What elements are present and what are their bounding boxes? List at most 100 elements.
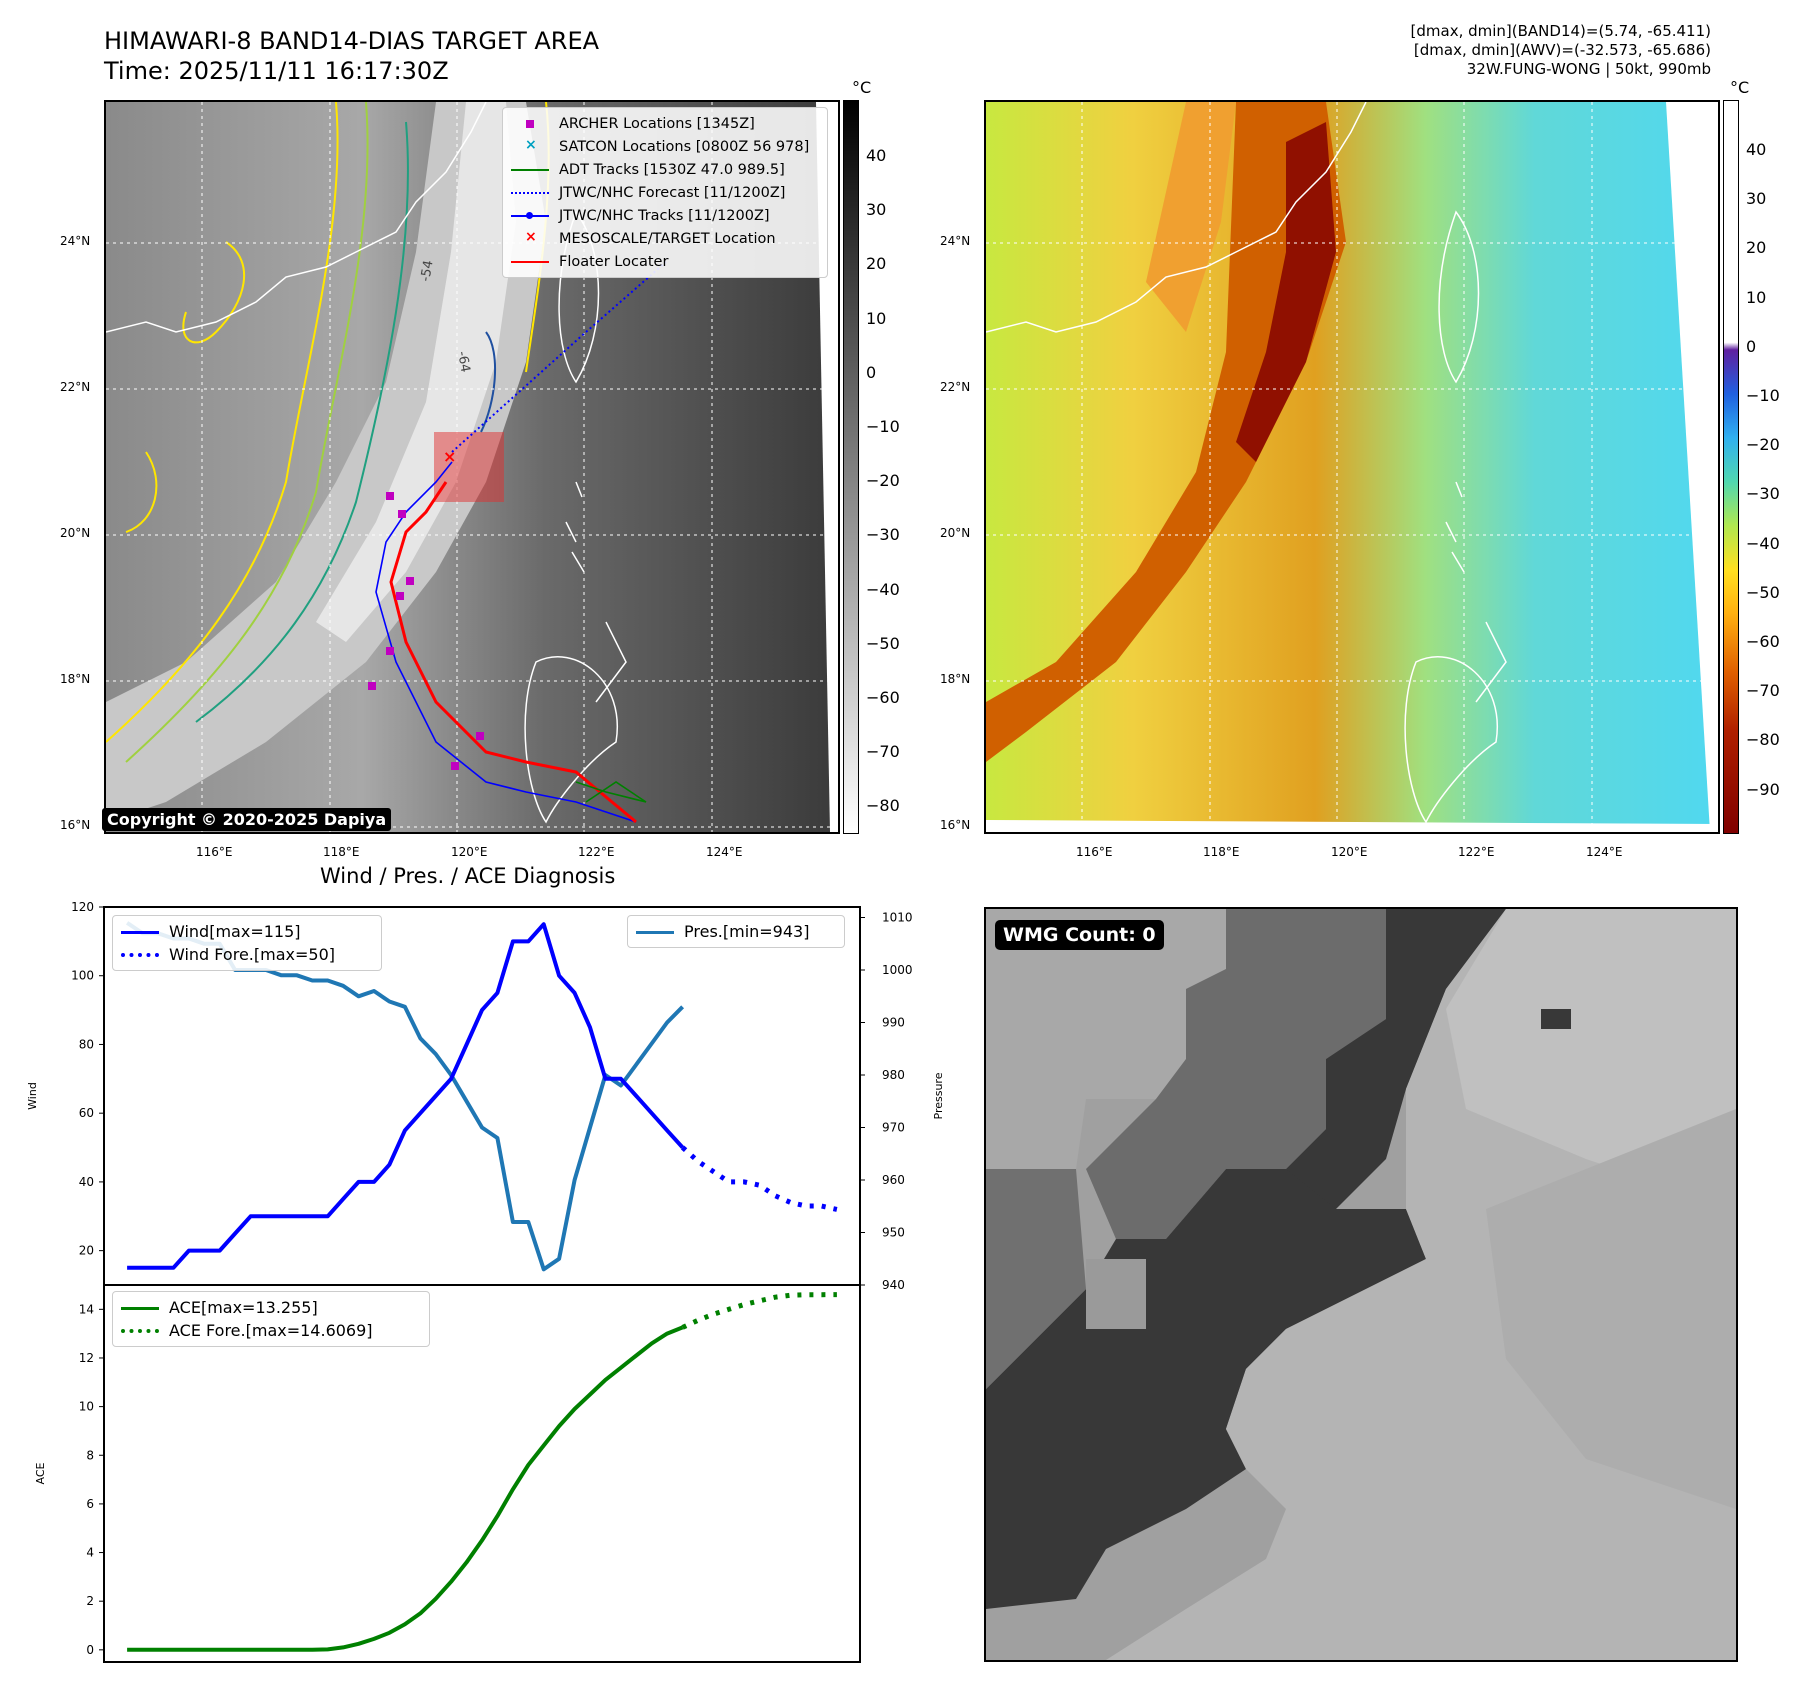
legend-x-icon: ×: [525, 136, 537, 153]
legend-archer: ARCHER Locations [1345Z]: [511, 112, 819, 135]
lon-label-124-right: 124°E: [1586, 845, 1623, 859]
ace-axis-tick-label: 0: [86, 1643, 94, 1657]
legend-x-icon: ×: [525, 228, 537, 245]
pressure-axis-tick-label: 990: [882, 1016, 905, 1030]
wind-axis-label: Wind: [26, 1082, 39, 1110]
legend-ace: ACE[max=13.255]: [121, 1296, 421, 1319]
awv-map-panel: [984, 100, 1720, 834]
pressure-legend: Pres.[min=943]: [627, 915, 845, 948]
ace-axis-tick-label: 6: [86, 1497, 94, 1511]
lat-label-16-right: 16°N: [940, 818, 971, 832]
ace-legend: ACE[max=13.255] ACE Fore.[max=14.6069]: [112, 1291, 430, 1347]
lon-label-118: 118°E: [323, 845, 360, 859]
ace-axis-label: ACE: [34, 1462, 47, 1484]
ir-colorbar-tick: −80: [866, 796, 900, 816]
awv-colorbar-unit: °C: [1730, 78, 1750, 97]
legend-dotted-icon: [511, 188, 549, 198]
awv-colorbar-tick: −30: [1746, 484, 1780, 504]
wind-axis-tick-label: 20: [79, 1244, 94, 1258]
title-line-2: Time: 2025/11/11 16:17:30Z: [104, 57, 449, 85]
awv-map-image: [986, 102, 1718, 832]
legend-forecast: JTWC/NHC Forecast [11/1200Z]: [511, 181, 819, 204]
contour-label-64: -64: [454, 350, 472, 374]
title-line-1: HIMAWARI-8 BAND14-DIAS TARGET AREA: [104, 27, 600, 55]
lon-label-122-right: 122°E: [1458, 845, 1495, 859]
ir-colorbar: [843, 100, 859, 834]
legend-target: × MESOSCALE/TARGET Location: [511, 227, 819, 250]
pressure-axis-label: Pressure: [932, 1072, 945, 1119]
lon-label-122: 122°E: [578, 845, 615, 859]
lon-label-116-right: 116°E: [1076, 845, 1113, 859]
awv-colorbar-tick: 10: [1746, 287, 1767, 307]
lon-label-120-right: 120°E: [1331, 845, 1368, 859]
ace-axis-tick-label: 4: [86, 1546, 94, 1560]
map-legend: ARCHER Locations [1345Z] × SATCON Locati…: [502, 107, 828, 278]
ace-series-line: [127, 1325, 684, 1652]
pressure-series-line: [125, 921, 685, 1272]
ace-axis-tick-label: 12: [79, 1351, 94, 1365]
lat-label-24-right: 24°N: [940, 234, 971, 248]
ir-colorbar-tick: −30: [866, 525, 900, 545]
target-marker: ×: [443, 447, 456, 466]
floater-track-line: [389, 481, 637, 824]
ir-colorbar-tick: 20: [866, 254, 887, 274]
lon-label-116: 116°E: [196, 845, 233, 859]
lat-label-16: 16°N: [60, 818, 91, 832]
wind-axis-tick-label: 40: [79, 1175, 94, 1189]
wmg-count-badge: WMG Count: 0: [995, 920, 1164, 950]
legend-jtwc-tracks: JTWC/NHC Tracks [11/1200Z]: [511, 204, 819, 227]
ir-colorbar-unit: °C: [852, 78, 872, 97]
legend-floater: Floater Locater: [511, 250, 819, 273]
lat-label-22: 22°N: [60, 380, 91, 394]
awv-colorbar-tick: −50: [1746, 582, 1780, 602]
pressure-axis-tick-label: 980: [882, 1068, 905, 1082]
stats-block: [dmax, dmin](BAND14)=(5.74, -65.411) [dm…: [1411, 22, 1711, 79]
ir-colorbar-tick: −50: [866, 633, 900, 653]
wmg-panel: [984, 907, 1738, 1662]
lon-label-124: 124°E: [706, 845, 743, 859]
legend-line-icon: [636, 927, 674, 937]
wind-axis-tick-label: 100: [71, 969, 94, 983]
wind-axis-tick-label: 80: [79, 1037, 94, 1051]
awv-colorbar-tick: −90: [1746, 779, 1780, 799]
wind-series-line: [127, 922, 685, 1270]
awv-colorbar-tick: 0: [1746, 336, 1757, 356]
legend-line-icon: [511, 257, 549, 267]
ir-colorbar-tick: −70: [866, 742, 900, 762]
lat-label-20-right: 20°N: [940, 526, 971, 540]
ace-forecast-series-line: [681, 1292, 837, 1330]
legend-square-icon: [511, 119, 549, 129]
ace-axis-tick-label: 8: [86, 1448, 94, 1462]
pressure-axis-tick-label: 940: [882, 1278, 905, 1292]
awv-colorbar-tick: −70: [1746, 681, 1780, 701]
stats-line-2: [dmax, dmin](AWV)=(-32.573, -65.686): [1413, 41, 1711, 59]
awv-colorbar-tick: 40: [1746, 140, 1767, 159]
legend-dotted-icon: [121, 1326, 159, 1336]
wmg-image: [986, 909, 1736, 1660]
wind-forecast-series-line: [680, 1145, 838, 1212]
legend-ace-forecast: ACE Fore.[max=14.6069]: [121, 1319, 421, 1342]
legend-line-icon: [511, 165, 549, 175]
stats-line-1: [dmax, dmin](BAND14)=(5.74, -65.411): [1410, 22, 1711, 40]
ir-colorbar-tick: −20: [866, 471, 900, 491]
wind-axis-tick-label: 60: [79, 1106, 94, 1120]
ir-colorbar-tick: 40: [866, 146, 887, 165]
legend-line-dot-icon: [511, 211, 549, 221]
lat-label-18-right: 18°N: [940, 672, 971, 686]
lon-label-118-right: 118°E: [1203, 845, 1240, 859]
lat-label-22-right: 22°N: [940, 380, 971, 394]
awv-colorbar: [1723, 100, 1739, 834]
pressure-axis-tick-label: 950: [882, 1226, 905, 1240]
ir-colorbar-tick: 0: [866, 362, 877, 382]
lat-label-20: 20°N: [60, 526, 91, 540]
legend-pressure: Pres.[min=943]: [636, 920, 836, 943]
ir-colorbar-tick: −40: [866, 579, 900, 599]
ir-colorbar-tick: 10: [866, 308, 887, 328]
ir-map-panel: -54 -64: [104, 100, 840, 834]
diagnosis-title: Wind / Pres. / ACE Diagnosis: [320, 864, 616, 888]
legend-wind-forecast: Wind Fore.[max=50]: [121, 943, 373, 966]
awv-colorbar-tick: 30: [1746, 189, 1767, 209]
ir-map-image: -54 -64: [106, 102, 838, 832]
pressure-axis-tick-label: 960: [882, 1173, 905, 1187]
figure-title: HIMAWARI-8 BAND14-DIAS TARGET AREA Time:…: [104, 26, 599, 86]
